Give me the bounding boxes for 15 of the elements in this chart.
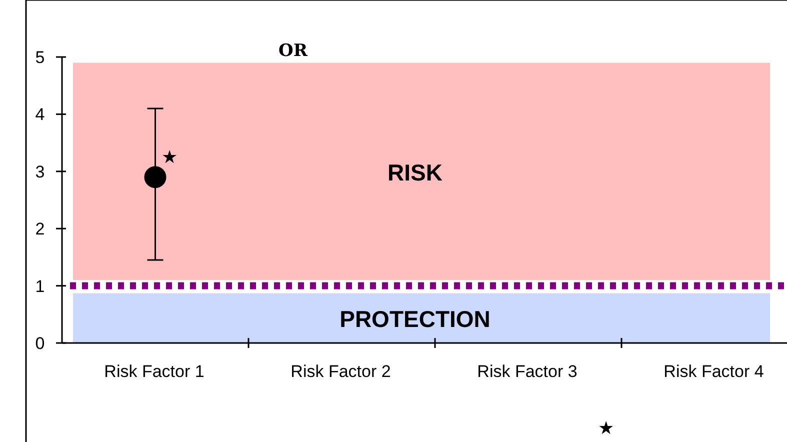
chart-title: OR [278,41,308,61]
y-tick-label: 2 [35,220,45,239]
y-tick-label: 5 [35,48,45,67]
y-tick-label: 0 [35,334,45,353]
band-label: RISK [388,159,443,186]
y-tick-label: 4 [35,105,45,124]
annotation: ★ [161,147,178,168]
y-tick-label: 3 [35,162,45,182]
y-tick-label: 1 [35,276,45,296]
band-label: PROTECTION [340,306,490,332]
x-tick-label: Risk Factor 3 [477,362,578,381]
x-tick-label: Risk Factor 1 [104,362,204,381]
x-tick-label: Risk Factor 2 [290,362,391,381]
text: ★ [598,418,614,438]
x-tick-label: Risk Factor 4 [664,362,764,381]
